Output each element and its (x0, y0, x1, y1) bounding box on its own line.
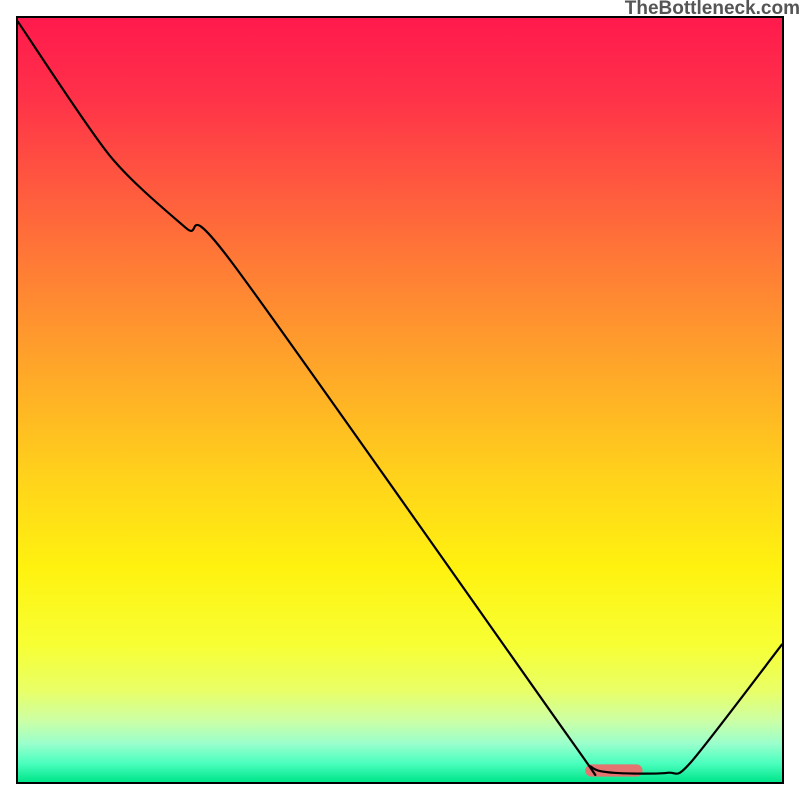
watermark-text: TheBottleneck.com (625, 0, 800, 20)
plot-area (16, 16, 784, 784)
overlay-layer (18, 18, 782, 782)
bottleneck-curve (18, 22, 782, 775)
chart-container: TheBottleneck.com (0, 0, 800, 800)
